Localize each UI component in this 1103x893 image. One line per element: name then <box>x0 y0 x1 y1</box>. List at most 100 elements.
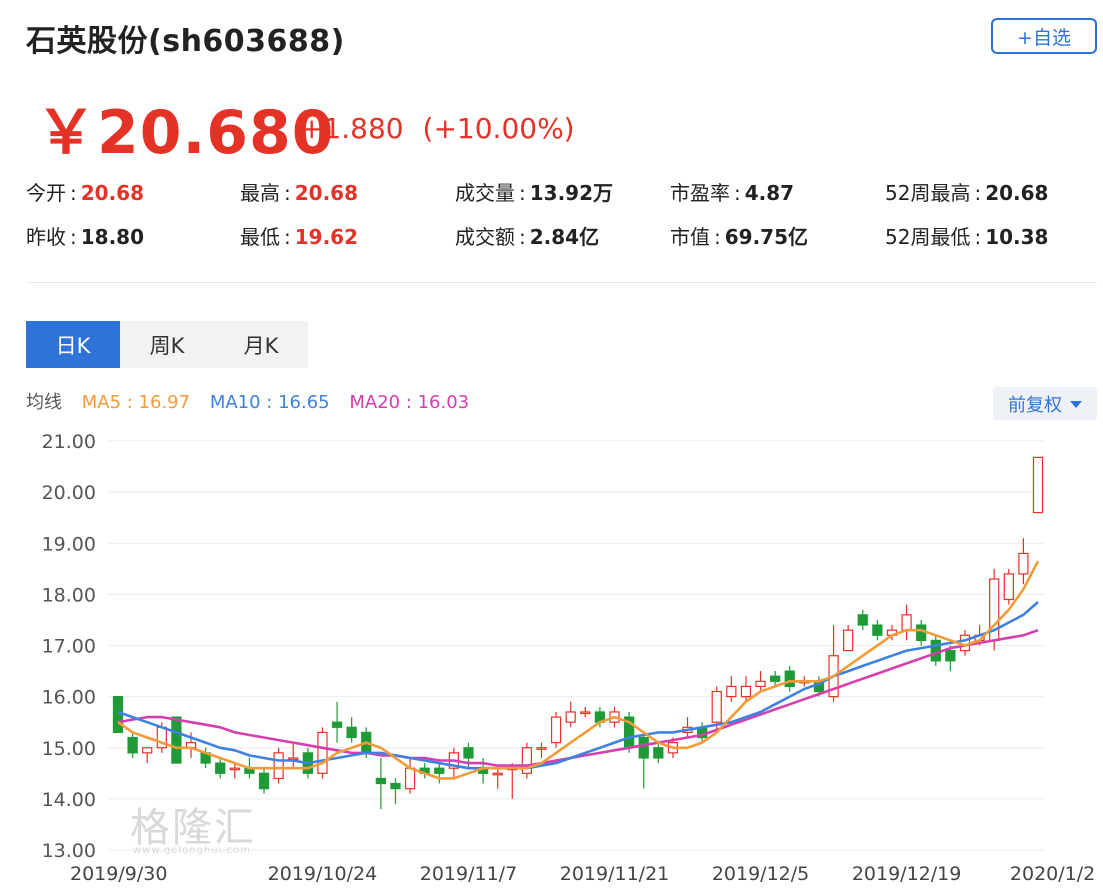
stat-label: 成交额 <box>455 225 515 249</box>
change-percent: (+10.00%) <box>422 112 575 145</box>
candle-body <box>390 782 401 790</box>
stat-label: 市盈率 <box>670 181 730 205</box>
ma10-legend: MA10 : 16.65 <box>209 392 330 413</box>
candle-body <box>229 767 240 771</box>
tab-weekly-k[interactable]: 周K <box>120 321 214 368</box>
x-tick-label: 2019/12/19 <box>852 863 962 885</box>
candle-body <box>770 675 781 682</box>
candle-body <box>550 716 562 744</box>
watermark-logo: 格隆汇 <box>130 805 256 851</box>
stat-52w-high: 52周最高:20.68 <box>885 181 1049 205</box>
watermark-url: www.gelonghui.com <box>133 845 251 856</box>
candle-body <box>784 670 795 687</box>
price-adjust-dropdown[interactable]: 前复权 <box>993 387 1097 420</box>
y-tick-label: 16.00 <box>42 687 96 709</box>
stat-label: 成交量 <box>455 181 515 205</box>
stat-label: 最高 <box>240 181 280 205</box>
stat-label: 市值 <box>670 225 710 249</box>
stat-value: 20.68 <box>985 181 1049 205</box>
candle-body <box>112 696 124 734</box>
stat-value: 18.80 <box>80 225 145 249</box>
candle-body <box>857 614 868 626</box>
y-tick-label: 13.00 <box>42 840 96 862</box>
candle-body <box>1032 456 1044 514</box>
candle-body <box>755 680 766 688</box>
candle-body <box>171 716 182 764</box>
stat-value: 20.68 <box>294 181 359 205</box>
ma-legend: 均线 MA5 : 16.97 MA10 : 16.65 MA20 : 16.03 <box>26 388 483 414</box>
stat-high: 最高:20.68 <box>240 181 359 205</box>
stat-label: 52周最高 <box>885 181 971 205</box>
change-value: +1.880 <box>300 112 404 145</box>
x-tick-label: 2019/11/7 <box>420 863 517 885</box>
stat-open: 今开:20.68 <box>26 181 145 205</box>
candle-body <box>463 747 474 759</box>
x-tick-label: 2019/9/30 <box>70 863 167 885</box>
stat-value: 2.84亿 <box>529 225 600 249</box>
candle-body <box>580 711 591 715</box>
candle-body <box>740 685 752 698</box>
stat-turnover: 成交额:2.84亿 <box>455 225 600 249</box>
candle-body <box>521 747 533 774</box>
y-tick-label: 17.00 <box>42 636 96 658</box>
candle-body <box>404 767 416 790</box>
stat-label: 最低 <box>240 225 280 249</box>
candle-body <box>536 747 547 750</box>
candle-body <box>872 624 883 636</box>
candle-body <box>726 685 737 698</box>
add-watchlist-button[interactable]: +自选 <box>991 18 1097 54</box>
y-tick-label: 20.00 <box>42 482 96 504</box>
kline-chart[interactable]: 21.00 20.00 19.00 18.00 17.00 16.00 15.00 14.00… <box>0 420 1103 893</box>
price-adjust-label: 前复权 <box>1008 394 1062 416</box>
x-tick-label: 2019/10/24 <box>268 863 378 885</box>
candle-body <box>1003 573 1014 601</box>
candle-body <box>901 614 912 631</box>
stat-prev-close: 昨收:18.80 <box>26 225 145 249</box>
ma20-legend: MA20 : 16.03 <box>349 392 470 413</box>
caret-down-icon <box>1070 401 1082 408</box>
candle-body <box>1018 552 1029 575</box>
candle-body <box>434 767 445 774</box>
price-change: +1.880 (+10.00%) <box>300 112 575 145</box>
candle-body <box>653 747 664 759</box>
ma5-legend: MA5 : 16.97 <box>81 392 191 413</box>
candle-body <box>916 624 927 641</box>
y-tick-label: 19.00 <box>42 533 96 555</box>
candle-body <box>142 747 153 754</box>
stat-pe: 市盈率:4.87 <box>670 181 795 205</box>
stat-value: 10.38 <box>985 225 1049 249</box>
period-tabs: 日K 周K 月K <box>26 321 308 368</box>
y-tick-label: 21.00 <box>42 431 96 453</box>
stock-title: 石英股份(sh603688) <box>26 24 345 59</box>
x-tick-label: 2020/1/2 <box>1010 863 1095 885</box>
candle-body <box>317 731 328 774</box>
candle-body <box>945 650 956 662</box>
candle-body <box>930 639 941 662</box>
stat-52w-low: 52周最低:10.38 <box>885 225 1049 249</box>
y-tick-label: 14.00 <box>42 789 96 811</box>
stat-value: 20.68 <box>80 181 145 205</box>
candle-body <box>346 726 357 739</box>
candle-body <box>127 736 138 754</box>
tab-daily-k[interactable]: 日K <box>26 321 120 368</box>
candle-body <box>959 634 971 652</box>
x-tick-label: 2019/11/21 <box>560 863 670 885</box>
ma-legend-label: 均线 <box>26 392 62 413</box>
candle-body <box>258 772 270 790</box>
stat-market-cap: 市值:69.75亿 <box>670 225 809 249</box>
candle-body <box>331 721 343 728</box>
candle-body <box>273 752 284 780</box>
current-price: ￥20.680 <box>36 98 335 168</box>
candle-body <box>638 736 649 759</box>
stat-value: 69.75亿 <box>724 225 809 249</box>
candle-body <box>492 772 503 776</box>
candle-body <box>843 629 854 652</box>
candle-body <box>711 690 722 723</box>
y-tick-label: 18.00 <box>42 584 96 606</box>
stat-label: 52周最低 <box>885 225 971 249</box>
candle-body <box>375 777 386 785</box>
tab-monthly-k[interactable]: 月K <box>214 321 308 368</box>
stat-value: 13.92万 <box>529 181 614 205</box>
candle-body <box>565 711 576 723</box>
stat-value: 19.62 <box>294 225 359 249</box>
